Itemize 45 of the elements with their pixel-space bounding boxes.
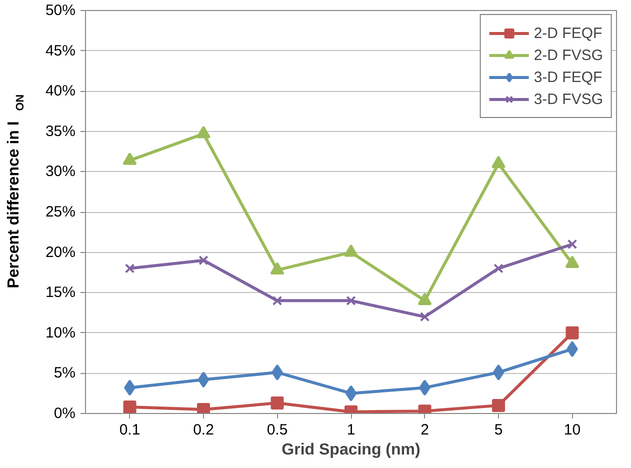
point <box>566 326 579 340</box>
y-tick-label: 10% <box>45 324 76 342</box>
point <box>346 296 356 306</box>
point <box>567 239 578 250</box>
point <box>272 296 282 306</box>
legend-label: 3-D FVSG <box>534 90 603 108</box>
point <box>122 152 137 165</box>
y-tick-label: 45% <box>45 42 76 60</box>
point <box>198 255 208 266</box>
legend-label: 2-D FEQF <box>534 24 602 42</box>
point <box>492 364 504 380</box>
point <box>124 264 135 274</box>
x-tick-label: 0.2 <box>193 422 214 438</box>
x-tick-label: 1 <box>346 422 356 438</box>
y-tick-label: 30% <box>45 163 76 180</box>
y-axis-title: Percent difference in ION <box>6 94 26 288</box>
x-tick-label: 10 <box>564 422 581 438</box>
y-tick-label: 50% <box>45 2 76 19</box>
y-tick-label: 0% <box>54 405 76 422</box>
point <box>196 126 210 138</box>
point <box>270 396 284 410</box>
x-tick-label: 0.5 <box>266 422 288 438</box>
y-tick-label: 35% <box>45 122 76 140</box>
point <box>345 385 357 402</box>
legend-label: 3-D FEQF <box>534 68 602 86</box>
point <box>494 264 504 274</box>
y-tick-label: 15% <box>45 284 76 302</box>
y-tick-label: 20% <box>45 244 76 261</box>
x-axis-title: Grid Spacing (nm) <box>282 442 420 458</box>
point <box>123 400 136 414</box>
point <box>344 244 358 257</box>
point <box>420 312 430 322</box>
point <box>492 156 506 168</box>
x-tick-label: 0.1 <box>119 422 140 438</box>
point <box>565 256 580 268</box>
point <box>270 262 284 274</box>
legend-label: 2-D FVSG <box>534 46 603 64</box>
y-tick-label: 25% <box>45 204 76 220</box>
point <box>492 398 505 412</box>
x-tick-label: 2 <box>420 422 429 438</box>
point <box>198 372 210 388</box>
x-tick-label: 5 <box>494 422 503 438</box>
y-tick-label: 5% <box>54 364 76 382</box>
y-tick-label: 40% <box>45 82 76 100</box>
point <box>418 292 432 306</box>
